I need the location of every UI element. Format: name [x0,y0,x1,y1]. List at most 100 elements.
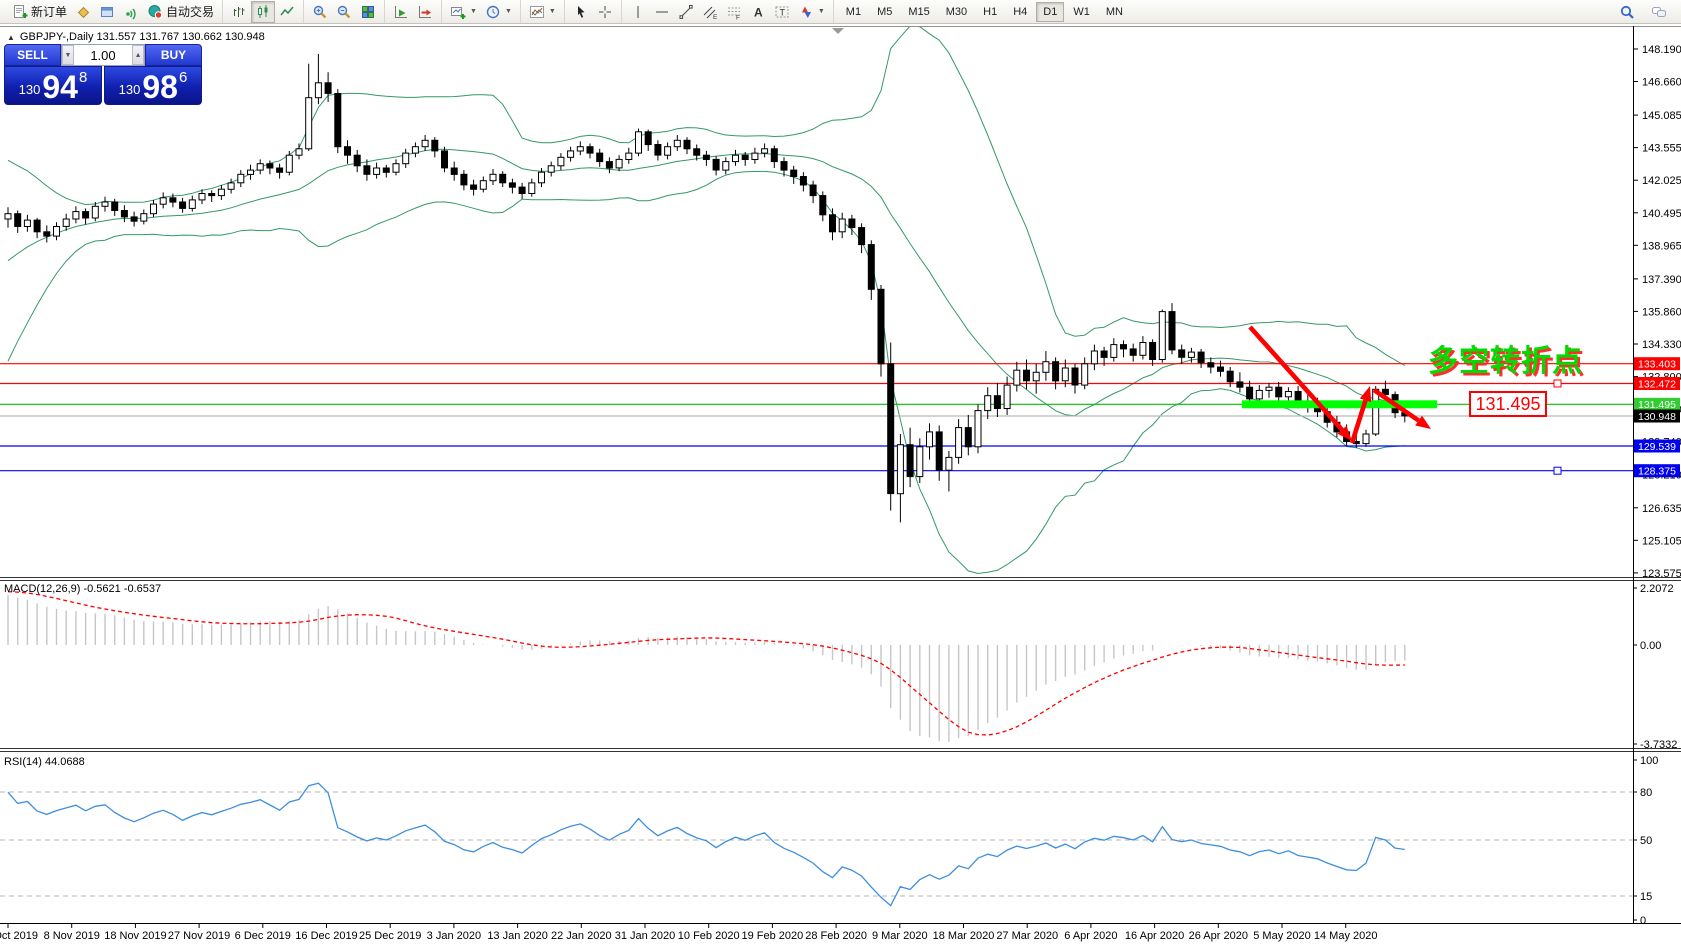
svg-text:16 Apr 2020: 16 Apr 2020 [1125,930,1184,942]
timeframe-w1[interactable]: W1 [1073,5,1090,18]
trendline-tool-button[interactable] [674,1,698,23]
timeframe-m5[interactable]: M5 [877,5,893,18]
search-button[interactable] [1615,1,1639,23]
new-order-button[interactable]: 新订单 [8,1,71,23]
buy-button[interactable]: BUY [145,44,202,66]
toolbar-group-objects: E F A T ▼ [620,0,833,23]
svg-text:137.390: 137.390 [1642,274,1681,286]
trend-arrows[interactable] [1248,325,1431,444]
buy-price[interactable]: 130 98 6 [104,66,202,105]
equidistant-channel-icon: E [702,4,718,20]
new-chart-dropdown-caret: ▼ [470,8,477,15]
timeframe-m15[interactable]: M15 [908,5,930,18]
timeframe-mn[interactable]: MN [1105,5,1123,18]
svg-text:6 Apr 2020: 6 Apr 2020 [1064,930,1117,942]
svg-text:A: A [754,5,763,19]
arrows-tool-button[interactable]: ▼ [794,1,829,23]
volume-decrease-button[interactable]: ▼ [62,45,74,65]
autotrading-icon [147,4,163,20]
horizontal-line-tool-button[interactable] [650,1,674,23]
autotrading-button[interactable]: 自动交易 [143,1,218,23]
toolbar-group-cursor [563,0,621,23]
timeframe-toolbar: M1 M5 M15 M30 H1 H4 D1 W1 MN [832,0,1135,23]
crosshair-tool-button[interactable] [593,1,617,23]
fibonacci-tool-button[interactable]: F [722,1,746,23]
one-click-prices: 130 94 8 130 98 6 [4,66,202,105]
buy-price-sup: 6 [178,69,188,86]
chart-background [0,24,1681,946]
svg-text:125.105: 125.105 [1642,535,1681,547]
svg-text:138.965: 138.965 [1642,240,1681,252]
arrows-dropdown-caret: ▼ [817,8,825,15]
zoom-out-button[interactable] [332,1,356,23]
buy-price-main: 98 [142,68,178,105]
svg-text:140.495: 140.495 [1642,208,1681,220]
collapse-panel-icon[interactable]: ▲ [7,32,15,42]
svg-text:25 Dec 2019: 25 Dec 2019 [359,930,421,942]
timeframe-m1[interactable]: M1 [845,5,862,18]
svg-text:5 May 2020: 5 May 2020 [1253,930,1310,942]
svg-text:126.635: 126.635 [1642,503,1681,515]
svg-text:146.660: 146.660 [1642,77,1681,89]
svg-text:18 Nov 2019: 18 Nov 2019 [104,930,166,942]
chat-button[interactable] [1647,1,1671,23]
turning-point-annotation[interactable]: 多空转折点 [1428,344,1583,379]
indicators-icon [529,4,545,20]
svg-text:100: 100 [1640,755,1658,767]
macd-axis[interactable]: 2.2072 0.00 -3.7332 [1633,583,1677,751]
timeframe-h4[interactable]: H4 [1013,5,1028,18]
auto-scroll-button[interactable] [389,1,413,23]
text-tool-button[interactable]: A [746,1,770,23]
horizontal-line-icon [654,4,670,20]
line-chart-mode-button[interactable] [275,1,299,23]
timeframe-m30[interactable]: M30 [945,5,968,18]
sell-button[interactable]: SELL [4,44,61,66]
open-window-button[interactable] [95,1,119,23]
svg-text:145.085: 145.085 [1642,110,1681,122]
zoom-in-button[interactable] [308,1,332,23]
periods-button[interactable]: ▼ [481,1,516,23]
svg-text:T: T [779,7,785,17]
indicators-dropdown-caret: ▼ [548,8,556,15]
line-handle[interactable] [1553,379,1562,388]
text-label-tool-button[interactable]: T [770,1,794,23]
signals-button[interactable] [119,1,143,23]
chart-shift-button[interactable] [413,1,437,23]
svg-text:18 Mar 2020: 18 Mar 2020 [933,930,995,942]
svg-text:E: E [713,14,718,20]
symbol-title: ▲ GBPJPY-,Daily 131.557 131.767 130.662 … [7,31,265,43]
toolbar-group-indicators: ▼ [519,0,564,23]
support-zone-bar[interactable] [1242,400,1437,409]
line-handle[interactable] [1553,466,1562,475]
rsi-line [7,782,1405,907]
toolbar-right [1615,1,1677,23]
line-chart-icon [279,4,295,20]
tile-windows-button[interactable] [356,1,380,23]
toolbar-group-zoom [303,0,384,23]
chart-profile-button[interactable] [71,1,95,23]
sell-price[interactable]: 130 94 8 [4,66,102,105]
volume-increase-button[interactable]: ▲ [132,45,144,65]
rsi-axis[interactable]: 100 80 50 15 0 [1633,755,1658,927]
svg-text:30 Oct 2019: 30 Oct 2019 [0,930,38,942]
cursor-tool-button[interactable] [569,1,593,23]
price-level-box-annotation[interactable]: 131.495 [1469,391,1547,417]
timeframe-h1[interactable]: H1 [983,5,998,18]
timeframe-d1[interactable]: D1 [1036,1,1065,22]
vertical-line-tool-button[interactable] [626,1,650,23]
bar-chart-mode-button[interactable] [227,1,251,23]
indicators-button[interactable]: ▼ [525,1,560,23]
signals-icon [123,4,139,20]
volume-input[interactable] [73,45,133,65]
channel-tool-button[interactable]: E [698,1,722,23]
svg-text:28 Feb 2020: 28 Feb 2020 [805,930,867,942]
chart-shift-marker[interactable] [832,28,844,34]
new-chart-button[interactable]: ▼ [446,1,481,23]
zoom-in-icon [312,4,328,20]
candlestick-mode-button[interactable] [251,0,276,23]
new-order-icon [12,4,28,20]
